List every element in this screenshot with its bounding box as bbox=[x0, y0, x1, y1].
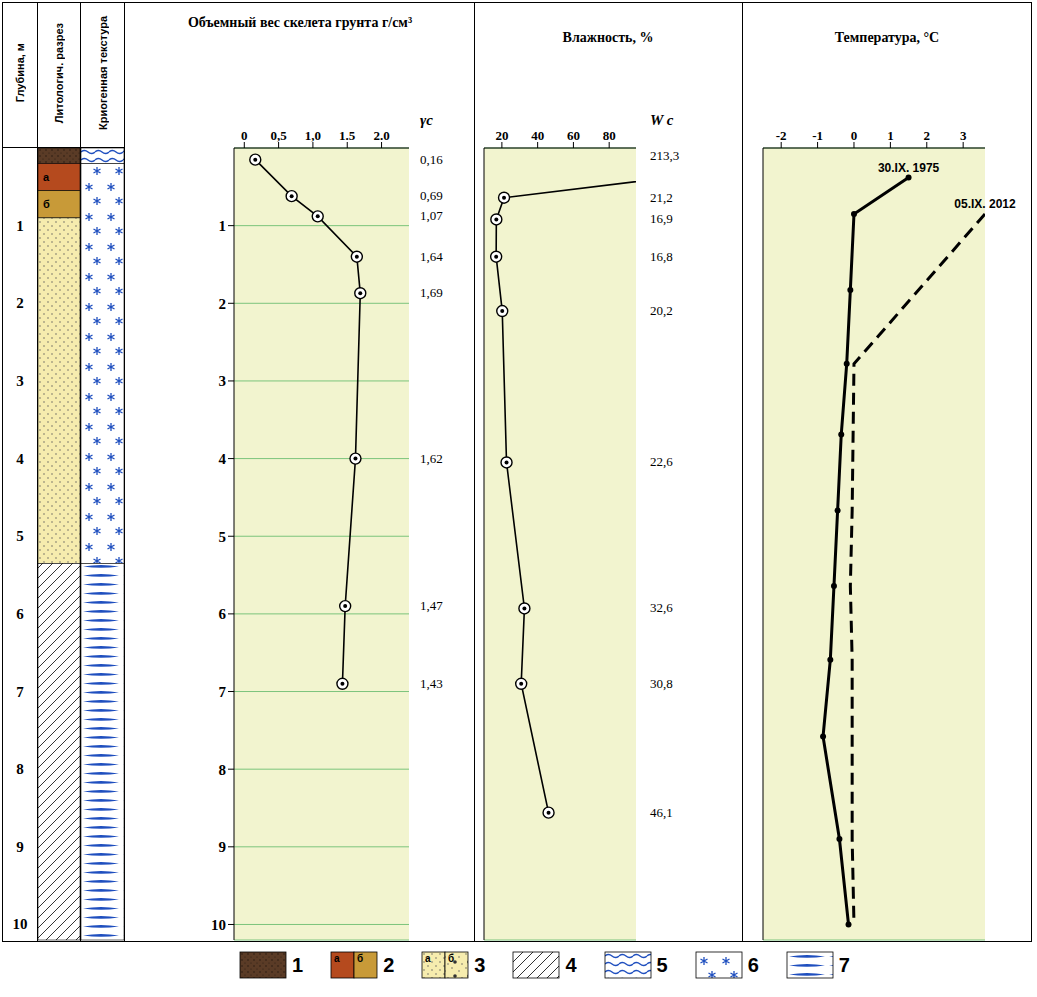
html-text:Литологич. разрез: Литологич. разрез bbox=[53, 22, 65, 124]
html-text:Влажность, %: Влажность, % bbox=[562, 30, 654, 45]
svg-text:5: 5 bbox=[219, 529, 227, 545]
svg-text:40: 40 bbox=[531, 128, 544, 143]
html-text:1,64: 1,64 bbox=[420, 248, 443, 264]
html-text:Криогенная текстура: Криогенная текстура bbox=[96, 16, 109, 130]
svg-text:-1: -1 bbox=[812, 128, 823, 143]
svg-text:9: 9 bbox=[219, 839, 227, 855]
html-text:6: 6 bbox=[16, 605, 24, 622]
svg-text:05.IX. 2012: 05.IX. 2012 bbox=[954, 197, 1016, 211]
svg-text:0: 0 bbox=[851, 128, 858, 143]
svg-text:7: 7 bbox=[219, 684, 227, 700]
svg-text:б: б bbox=[448, 953, 454, 964]
svg-text:1.5: 1.5 bbox=[339, 128, 356, 143]
html-text:2: 2 bbox=[16, 295, 24, 312]
html-text:4: 4 bbox=[16, 450, 24, 467]
html-text:W c: W c bbox=[650, 112, 674, 128]
svg-text:а: а bbox=[425, 953, 431, 964]
svg-text:а: а bbox=[43, 171, 50, 183]
html-text:213,3: 213,3 bbox=[650, 147, 680, 163]
html-text:γc: γc bbox=[420, 112, 433, 128]
svg-text:10: 10 bbox=[211, 917, 226, 933]
svg-text:-2: -2 bbox=[776, 128, 787, 143]
html-text:20,2: 20,2 bbox=[650, 303, 673, 318]
html-text:6: 6 bbox=[747, 953, 759, 976]
html-text:10: 10 bbox=[12, 916, 28, 933]
svg-text:а: а bbox=[334, 953, 340, 964]
svg-text:0,5: 0,5 bbox=[270, 128, 287, 143]
html-text:1,07: 1,07 bbox=[420, 208, 443, 224]
html-text:16,9: 16,9 bbox=[650, 211, 673, 227]
html-text:1,62: 1,62 bbox=[420, 450, 443, 466]
html-text:2: 2 bbox=[383, 953, 395, 976]
svg-text:30.IX. 1975: 30.IX. 1975 bbox=[878, 161, 940, 175]
svg-text:б: б bbox=[357, 953, 363, 964]
html-text:22,6: 22,6 bbox=[650, 454, 673, 470]
html-text:5: 5 bbox=[656, 953, 668, 976]
html-text:3: 3 bbox=[16, 372, 24, 389]
html-text:3: 3 bbox=[474, 953, 486, 976]
svg-text:1,0: 1,0 bbox=[305, 128, 321, 143]
svg-text:2: 2 bbox=[219, 296, 227, 312]
svg-text:2.0: 2.0 bbox=[373, 128, 389, 143]
svg-text:20: 20 bbox=[495, 128, 508, 143]
html-text:0,16: 0,16 bbox=[420, 151, 443, 167]
html-text:16,8: 16,8 bbox=[650, 248, 673, 264]
svg-text:6: 6 bbox=[219, 606, 227, 622]
html-text:1,47: 1,47 bbox=[420, 598, 443, 614]
html-text:46,1: 46,1 bbox=[650, 804, 673, 820]
svg-text:80: 80 bbox=[603, 128, 616, 143]
html-text:1: 1 bbox=[292, 953, 304, 976]
svg-text:3: 3 bbox=[960, 128, 967, 143]
html-text:5: 5 bbox=[16, 528, 24, 545]
svg-text:2: 2 bbox=[924, 128, 931, 143]
svg-text:б: б bbox=[43, 198, 50, 210]
html-text:32,6: 32,6 bbox=[650, 600, 673, 616]
svg-text:3: 3 bbox=[219, 373, 227, 389]
html-text:9: 9 bbox=[16, 838, 24, 855]
html-text:30,8: 30,8 bbox=[650, 675, 673, 691]
html-text:7: 7 bbox=[838, 953, 850, 976]
html-text:1,43: 1,43 bbox=[420, 675, 443, 691]
html-text:21,2: 21,2 bbox=[650, 189, 673, 205]
svg-text:1: 1 bbox=[887, 128, 894, 143]
html-text:8: 8 bbox=[16, 761, 24, 778]
svg-text:60: 60 bbox=[567, 128, 580, 143]
html-text:7: 7 bbox=[16, 683, 24, 700]
svg-text:8: 8 bbox=[219, 762, 227, 778]
svg-text:0: 0 bbox=[241, 128, 248, 143]
html-text:Объемный вес скелета грунта г/: Объемный вес скелета грунта г/см³ bbox=[187, 15, 413, 30]
html-text:1,69: 1,69 bbox=[420, 285, 443, 301]
html-text:Температура, °C: Температура, °C bbox=[834, 30, 940, 45]
svg-text:1: 1 bbox=[219, 218, 227, 234]
html-text:1: 1 bbox=[16, 217, 24, 234]
html-text:0,69: 0,69 bbox=[420, 188, 443, 204]
svg-text:4: 4 bbox=[219, 451, 227, 467]
html-text:4: 4 bbox=[565, 953, 577, 976]
html-text:Глубина, м: Глубина, м bbox=[14, 43, 26, 103]
